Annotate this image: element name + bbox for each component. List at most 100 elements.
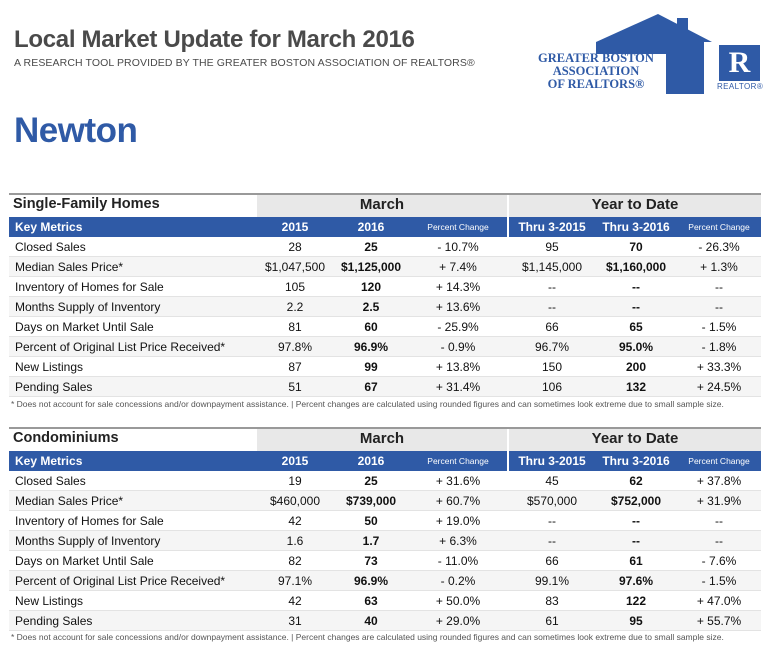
cell-m2015: 19 [288,474,302,488]
column-header: Thru 3-2015 [518,454,586,468]
table-row: Inventory of Homes for Sale 105 120 + 14.3%… [9,277,761,297]
cell-y2015: 99.1% [534,574,570,588]
cell-y2015: -- [548,514,556,528]
cell-y2015: 66 [545,554,559,568]
cell-m2015: 2.2 [286,300,304,314]
cell-mpct: + 50.0% [435,594,481,608]
cell-ypct: + 47.0% [696,594,742,608]
cell-m2015: 81 [288,320,302,334]
table-row: Months Supply of Inventory 1.6 1.7 + 6.3% --… [9,531,761,551]
cell-y2016: 132 [625,380,647,394]
cell-ypct: -- [715,280,723,294]
cell-y2016: 95 [629,614,643,628]
cell-y2016: 122 [625,594,647,608]
table-row: Closed Sales 28 25 - 10.7% 95 70 - 26.3% [9,237,761,257]
cell-ypct: + 31.9% [696,494,742,508]
metric-name: Inventory of Homes for Sale [15,280,164,294]
logo-line: ASSOCIATION [552,64,640,78]
table-row: Median Sales Price* $1,047,500 $1,125,000 +… [9,257,761,277]
column-header: Thru 3-2015 [518,220,586,234]
cell-y2016: 65 [629,320,643,334]
cell-ypct: - 7.6% [701,554,737,568]
table-row: Closed Sales 19 25 + 31.6% 45 62 + 37.8% [9,471,761,491]
section-title: Condominiums [13,430,119,446]
column-divider [507,217,509,237]
group-ytd: Year to Date [591,196,679,213]
cell-y2016: -- [632,300,640,314]
section-single-family: Single-Family Homes March Year to Date Key … [9,193,761,397]
metric-name: Days on Market Until Sale [15,554,154,568]
cell-y2015: 106 [541,380,563,394]
cell-y2016: 70 [629,240,643,254]
column-header: Percent Change [688,456,750,466]
shade-ytd [509,429,761,451]
cell-mpct: - 10.7% [437,240,479,254]
key-metrics-header: Key Metrics 2015 2016 Percent Change Thru 3-… [9,217,761,237]
cell-mpct: + 14.3% [435,280,481,294]
metric-name: Inventory of Homes for Sale [15,514,164,528]
cell-y2015: -- [548,300,556,314]
metric-name: Percent of Original List Price Received* [15,340,226,354]
metric-name: Closed Sales [15,240,86,254]
table-row: New Listings 42 63 + 50.0% 83 122 + 47.0% [9,591,761,611]
footnote: * Does not account for sale concessions … [11,632,724,642]
cell-y2016: 200 [625,360,647,374]
column-header: Percent Change [427,222,489,232]
table-row: Pending Sales 51 67 + 31.4% 106 132 + 24.5% [9,377,761,397]
column-header: 2015 [281,220,309,234]
cell-y2016: 62 [629,474,643,488]
metric-name: Months Supply of Inventory [15,300,161,314]
cell-mpct: + 29.0% [435,614,481,628]
cell-m2015: 105 [284,280,306,294]
metric-name: Pending Sales [15,614,93,628]
cell-y2015: 45 [545,474,559,488]
metric-name: Closed Sales [15,474,86,488]
cell-ypct: + 24.5% [696,380,742,394]
realtor-logo: R REALTOR® [717,45,763,93]
cell-y2015: -- [548,280,556,294]
cell-y2016: 95.0% [618,340,654,354]
metric-name: New Listings [15,594,84,608]
column-header: 2016 [357,454,385,468]
section-header: Condominiums March Year to Date [9,427,761,451]
shade-march [257,195,507,217]
metric-name: Pending Sales [15,380,93,394]
key-metrics-label: Key Metrics [15,454,83,468]
group-march: March [359,430,405,447]
metric-name: Months Supply of Inventory [15,534,161,548]
page-title: Local Market Update for March 2016 [14,26,415,53]
cell-y2015: $1,145,000 [521,260,583,274]
table-row: New Listings 87 99 + 13.8% 150 200 + 33.3% [9,357,761,377]
cell-ypct: + 33.3% [696,360,742,374]
cell-m2016: 67 [364,380,378,394]
table-row: Percent of Original List Price Received*… [9,571,761,591]
cell-y2015: $570,000 [526,494,578,508]
table-row: Days on Market Until Sale 81 60 - 25.9% 66 65… [9,317,761,337]
cell-mpct: - 0.9% [440,340,476,354]
cell-y2016: $1,160,000 [605,260,667,274]
cell-ypct: - 1.5% [701,320,737,334]
cell-y2016: 97.6% [618,574,654,588]
section-condominiums: Condominiums March Year to Date Key Metrics… [9,427,761,631]
footnote: * Does not account for sale concessions … [11,399,724,409]
table-body: Closed Sales 28 25 - 10.7% 95 70 - 26.3% Median… [9,237,761,397]
cell-m2016: 73 [364,554,378,568]
column-header: Percent Change [688,222,750,232]
cell-m2015: $1,047,500 [264,260,326,274]
logo-line: GREATER BOSTON [538,51,654,65]
column-header: Thru 3-2016 [602,454,670,468]
cell-m2015: $460,000 [269,494,321,508]
cell-ypct: -- [715,534,723,548]
cell-y2016: -- [632,514,640,528]
column-divider [507,451,509,471]
table-row: Percent of Original List Price Received*… [9,337,761,357]
cell-y2015: 96.7% [534,340,570,354]
column-header: Percent Change [427,456,489,466]
cell-m2015: 31 [288,614,302,628]
cell-m2016: 25 [364,240,378,254]
cell-m2016: 99 [364,360,378,374]
cell-mpct: + 6.3% [439,534,477,548]
cell-ypct: -- [715,300,723,314]
cell-ypct: - 1.5% [701,574,737,588]
cell-ypct: + 55.7% [696,614,742,628]
